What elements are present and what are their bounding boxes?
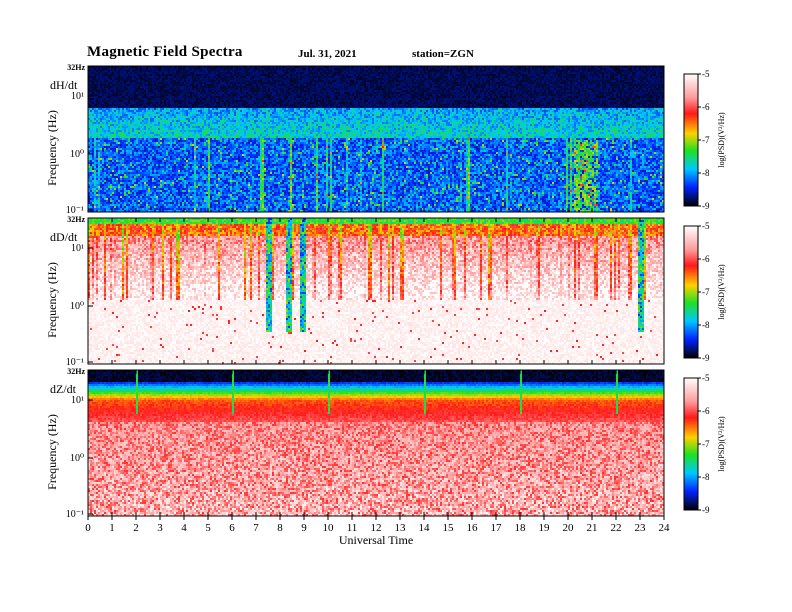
x-tick-label: 4: [181, 522, 187, 534]
panel-dD-dt: 32Hz 10¹ 10⁰ 10⁻¹ dD/dt Frequency (Hz) -5 -6 -7 -…: [45, 215, 726, 368]
y-top-label: 32Hz: [67, 63, 85, 72]
x-tick-label: 11: [347, 522, 358, 534]
y-tick-label: 10⁰: [70, 301, 84, 312]
x-tick-label: 1: [109, 522, 115, 534]
y-tick-label: 10⁰: [70, 149, 84, 160]
date-label: Jul. 31, 2021: [298, 48, 357, 60]
y-tick-label: 10⁻¹: [66, 509, 84, 520]
x-tick-label: 8: [277, 522, 283, 534]
colorbar-label: log(PSD)(V²/Hz): [717, 112, 726, 168]
x-tick-label: 5: [205, 522, 211, 534]
panel-label: dZ/dt: [50, 382, 77, 396]
y-axis-label: Frequency (Hz): [45, 414, 59, 490]
station-label: station=ZGN: [412, 48, 474, 60]
colorbar-tick-label: -6: [702, 406, 710, 416]
y-tick-label: 10¹: [71, 395, 84, 406]
x-tick-label: 19: [539, 522, 551, 534]
y-top-label: 32Hz: [67, 367, 85, 376]
x-tick-label: 17: [491, 522, 503, 534]
colorbar-tick-label: -9: [702, 201, 710, 211]
colorbar: [683, 73, 699, 207]
colorbar-tick-label: -7: [702, 135, 710, 145]
colorbar-tick-label: -9: [702, 353, 710, 363]
y-tick-label: 10⁻¹: [66, 205, 84, 216]
x-tick-label: 24: [659, 522, 671, 534]
colorbar-tick-label: -5: [702, 221, 710, 231]
panel-label: dH/dt: [50, 78, 78, 92]
colorbar-tick-label: -8: [702, 320, 710, 330]
x-tick-label: 7: [253, 522, 259, 534]
x-tick-label: 13: [395, 522, 407, 534]
x-tick-label: 22: [611, 522, 622, 534]
x-tick-label: 10: [323, 522, 335, 534]
colorbar-tick-label: -7: [702, 439, 710, 449]
colorbar-tick-label: -9: [702, 505, 710, 515]
x-tick-label: 6: [229, 522, 235, 534]
spectrogram-image: [88, 66, 664, 212]
x-tick-label: 20: [563, 522, 575, 534]
colorbar-tick-label: -5: [702, 69, 710, 79]
x-tick-label: 3: [157, 522, 163, 534]
x-axis-label: Universal Time: [339, 533, 413, 547]
colorbar-tick-label: -8: [702, 168, 710, 178]
x-tick-label: 2: [133, 522, 139, 534]
y-top-label: 32Hz: [67, 215, 85, 224]
spectrogram-image: [88, 218, 664, 364]
y-tick-label: 10¹: [71, 243, 84, 254]
colorbar-tick-label: -6: [702, 102, 710, 112]
panel-dZ-dt: 32Hz 10¹ 10⁰ 10⁻¹ dZ/dt Frequency (Hz) -5 -6 -7 -…: [45, 367, 726, 520]
x-tick-label: 14: [419, 522, 431, 534]
y-tick-label: 10¹: [71, 91, 84, 102]
y-tick-label: 10⁻¹: [66, 357, 84, 368]
x-tick-label: 15: [443, 522, 455, 534]
x-tick-label: 0: [85, 522, 91, 534]
colorbar-label: log(PSD)(V²/Hz): [717, 264, 726, 320]
colorbar-label: log(PSD)(V²/Hz): [717, 416, 726, 472]
colorbar: [683, 225, 699, 359]
colorbar-tick-label: -6: [702, 254, 710, 264]
colorbar-tick-label: -7: [702, 287, 710, 297]
panel-label: dD/dt: [50, 230, 78, 244]
x-tick-label: 12: [371, 522, 382, 534]
colorbar-tick-label: -8: [702, 472, 710, 482]
x-tick-label: 9: [301, 522, 307, 534]
x-tick-label: 21: [587, 522, 598, 534]
x-tick-label: 18: [515, 522, 527, 534]
x-tick-label: 23: [635, 522, 647, 534]
panel-dH-dt: 32Hz 10¹ 10⁰ 10⁻¹ dH/dt Frequency (Hz) -5 -6 -7 -…: [45, 63, 726, 216]
page-title: Magnetic Field Spectra: [87, 44, 243, 60]
y-axis-label: Frequency (Hz): [45, 262, 59, 338]
x-tick-label: 16: [467, 522, 479, 534]
spectrogram-image: [88, 370, 664, 516]
colorbar-tick-label: -5: [702, 373, 710, 383]
y-axis-label: Frequency (Hz): [45, 110, 59, 186]
y-tick-label: 10⁰: [70, 453, 84, 464]
colorbar: [683, 377, 699, 511]
